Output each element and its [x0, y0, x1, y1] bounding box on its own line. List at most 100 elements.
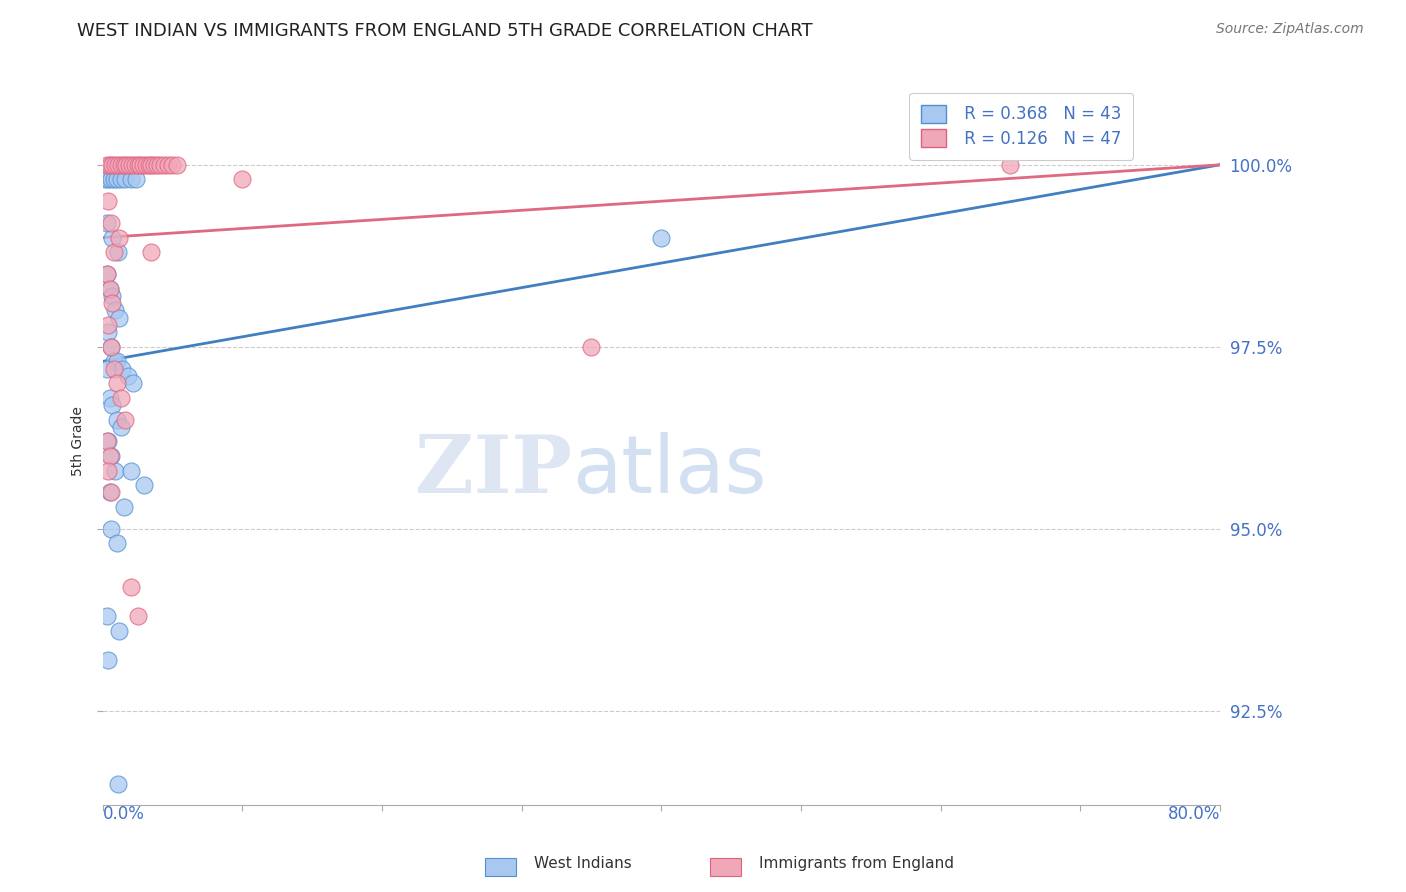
- Point: [112, 500, 135, 514]
- Point: [117, 368, 139, 383]
- Point: [94, 172, 117, 186]
- Point: [125, 172, 148, 186]
- Text: Immigrants from England: Immigrants from England: [759, 856, 955, 871]
- Point: [100, 449, 122, 463]
- Point: [141, 158, 163, 172]
- Point: [105, 376, 128, 391]
- Point: [108, 310, 131, 325]
- Point: [105, 536, 128, 550]
- Point: [98, 449, 121, 463]
- Point: [107, 158, 129, 172]
- Point: [110, 420, 132, 434]
- Y-axis label: 5th Grade: 5th Grade: [72, 407, 86, 476]
- Point: [98, 282, 121, 296]
- Point: [114, 412, 136, 426]
- Point: [98, 485, 121, 500]
- Point: [100, 340, 122, 354]
- Point: [97, 325, 120, 339]
- Point: [143, 158, 166, 172]
- Point: [135, 158, 157, 172]
- Point: [111, 361, 134, 376]
- Point: [100, 485, 122, 500]
- Point: [149, 158, 172, 172]
- Point: [124, 158, 146, 172]
- Point: [153, 158, 176, 172]
- Text: 80.0%: 80.0%: [1167, 805, 1220, 823]
- Point: [112, 158, 135, 172]
- Point: [104, 303, 127, 318]
- Point: [108, 230, 131, 244]
- Point: [105, 172, 128, 186]
- Point: [96, 216, 118, 230]
- Point: [120, 580, 142, 594]
- Point: [103, 361, 125, 376]
- Text: WEST INDIAN VS IMMIGRANTS FROM ENGLAND 5TH GRADE CORRELATION CHART: WEST INDIAN VS IMMIGRANTS FROM ENGLAND 5…: [77, 22, 813, 40]
- Point: [138, 158, 160, 172]
- Point: [96, 267, 118, 281]
- Point: [166, 158, 188, 172]
- Point: [122, 376, 145, 391]
- Legend:  R = 0.368   N = 43,  R = 0.126   N = 47: R = 0.368 N = 43, R = 0.126 N = 47: [910, 93, 1133, 160]
- Point: [105, 412, 128, 426]
- Point: [581, 340, 603, 354]
- Point: [97, 318, 120, 332]
- Point: [98, 391, 121, 405]
- Point: [121, 158, 143, 172]
- Point: [162, 158, 184, 172]
- Point: [120, 464, 142, 478]
- Point: [101, 296, 124, 310]
- Point: [96, 267, 118, 281]
- Point: [650, 230, 672, 244]
- Point: [96, 609, 118, 624]
- Point: [100, 216, 122, 230]
- Point: [96, 361, 118, 376]
- Point: [107, 777, 129, 791]
- Point: [103, 172, 125, 186]
- Text: Source: ZipAtlas.com: Source: ZipAtlas.com: [1216, 22, 1364, 37]
- Point: [97, 194, 120, 209]
- Point: [98, 158, 121, 172]
- Point: [101, 158, 124, 172]
- Text: atlas: atlas: [572, 432, 766, 509]
- Point: [1000, 158, 1022, 172]
- Point: [97, 653, 120, 667]
- Point: [108, 624, 131, 638]
- Point: [127, 158, 149, 172]
- Point: [115, 158, 138, 172]
- Text: 0.0%: 0.0%: [103, 805, 145, 823]
- Point: [96, 158, 118, 172]
- Text: West Indians: West Indians: [534, 856, 633, 871]
- Point: [107, 245, 129, 260]
- Point: [110, 391, 132, 405]
- Point: [100, 172, 122, 186]
- Point: [134, 478, 156, 492]
- Point: [96, 434, 118, 449]
- Point: [231, 172, 253, 186]
- Point: [97, 464, 120, 478]
- Point: [104, 464, 127, 478]
- Point: [127, 609, 149, 624]
- Point: [141, 245, 163, 260]
- Point: [146, 158, 169, 172]
- Point: [103, 354, 125, 368]
- Point: [97, 434, 120, 449]
- Point: [101, 230, 124, 244]
- Point: [97, 172, 120, 186]
- Point: [104, 158, 127, 172]
- Point: [103, 245, 125, 260]
- Point: [101, 398, 124, 412]
- Point: [120, 172, 142, 186]
- Point: [118, 158, 141, 172]
- Point: [157, 158, 180, 172]
- Point: [100, 522, 122, 536]
- Point: [110, 158, 132, 172]
- Point: [100, 340, 122, 354]
- Point: [98, 282, 121, 296]
- Point: [101, 289, 124, 303]
- Point: [114, 172, 136, 186]
- Point: [129, 158, 152, 172]
- Point: [110, 172, 132, 186]
- Point: [105, 354, 128, 368]
- Point: [132, 158, 155, 172]
- Text: ZIP: ZIP: [415, 432, 572, 509]
